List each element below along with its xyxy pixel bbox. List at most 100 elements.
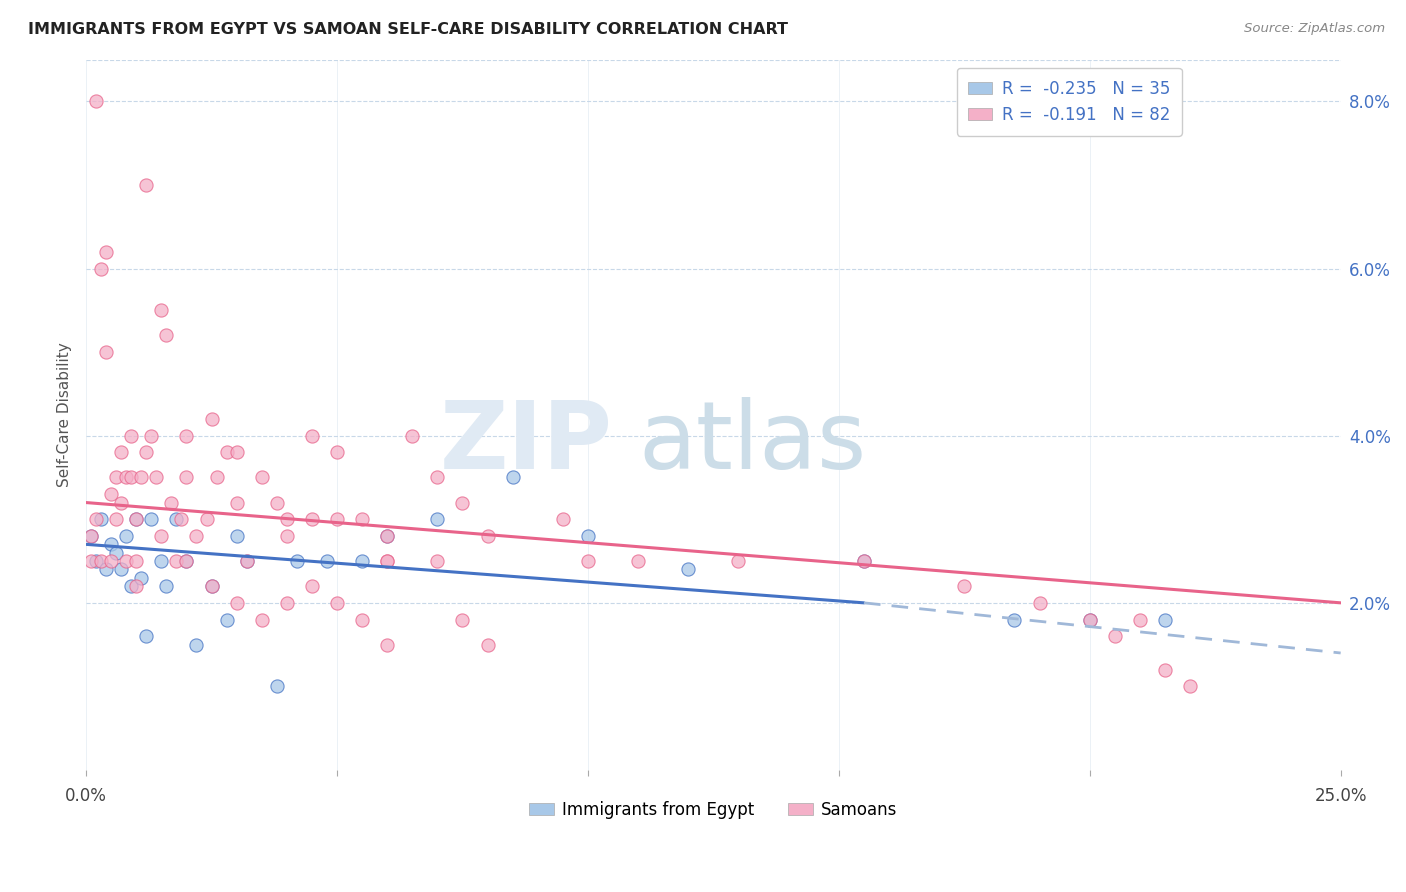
Point	[205, 470, 228, 484]
Point	[94, 244, 117, 259]
Point	[200, 412, 222, 426]
Point	[266, 680, 288, 694]
Point	[426, 470, 449, 484]
Point	[316, 554, 339, 568]
Point	[165, 554, 187, 568]
Point	[105, 512, 128, 526]
Point	[426, 554, 449, 568]
Point	[1154, 663, 1177, 677]
Point	[105, 470, 128, 484]
Point	[352, 613, 374, 627]
Point	[94, 562, 117, 576]
Point	[953, 579, 976, 593]
Point	[326, 596, 349, 610]
Text: ZIP: ZIP	[440, 397, 613, 489]
Point	[352, 554, 374, 568]
Point	[1078, 613, 1101, 627]
Point	[301, 428, 323, 442]
Point	[150, 303, 173, 318]
Point	[451, 613, 474, 627]
Point	[301, 512, 323, 526]
Point	[1004, 613, 1026, 627]
Point	[125, 579, 148, 593]
Point	[1078, 613, 1101, 627]
Point	[135, 445, 157, 459]
Point	[852, 554, 875, 568]
Point	[125, 554, 148, 568]
Point	[678, 562, 700, 576]
Point	[426, 512, 449, 526]
Point	[477, 638, 499, 652]
Point	[90, 261, 112, 276]
Point	[200, 579, 222, 593]
Point	[451, 495, 474, 509]
Point	[215, 613, 238, 627]
Point	[186, 638, 208, 652]
Point	[150, 529, 173, 543]
Point	[225, 529, 247, 543]
Point	[125, 512, 148, 526]
Point	[129, 571, 152, 585]
Point	[1028, 596, 1050, 610]
Point	[115, 529, 138, 543]
Point	[125, 512, 148, 526]
Point	[326, 512, 349, 526]
Point	[375, 554, 398, 568]
Point	[105, 546, 128, 560]
Point	[80, 554, 103, 568]
Point	[135, 629, 157, 643]
Point	[276, 596, 298, 610]
Point	[90, 554, 112, 568]
Point	[1129, 613, 1152, 627]
Point	[176, 470, 198, 484]
Point	[576, 554, 599, 568]
Point	[115, 554, 138, 568]
Point	[285, 554, 308, 568]
Point	[150, 554, 173, 568]
Point	[195, 512, 218, 526]
Text: atlas: atlas	[638, 397, 866, 489]
Point	[170, 512, 193, 526]
Point	[115, 470, 138, 484]
Point	[352, 512, 374, 526]
Point	[120, 428, 142, 442]
Point	[155, 579, 177, 593]
Point	[176, 428, 198, 442]
Point	[141, 512, 163, 526]
Point	[90, 512, 112, 526]
Point	[165, 512, 187, 526]
Point	[375, 529, 398, 543]
Point	[250, 470, 273, 484]
Point	[100, 554, 122, 568]
Point	[94, 345, 117, 359]
Point	[1104, 629, 1126, 643]
Text: IMMIGRANTS FROM EGYPT VS SAMOAN SELF-CARE DISABILITY CORRELATION CHART: IMMIGRANTS FROM EGYPT VS SAMOAN SELF-CAR…	[28, 22, 789, 37]
Point	[80, 529, 103, 543]
Point	[141, 428, 163, 442]
Point	[215, 445, 238, 459]
Point	[551, 512, 574, 526]
Point	[1154, 613, 1177, 627]
Point	[186, 529, 208, 543]
Point	[326, 445, 349, 459]
Point	[160, 495, 183, 509]
Point	[135, 178, 157, 192]
Point	[1178, 680, 1201, 694]
Point	[110, 495, 132, 509]
Point	[200, 579, 222, 593]
Point	[852, 554, 875, 568]
Point	[176, 554, 198, 568]
Point	[375, 554, 398, 568]
Point	[225, 495, 247, 509]
Point	[145, 470, 167, 484]
Point	[155, 328, 177, 343]
Point	[84, 512, 107, 526]
Point	[235, 554, 257, 568]
Point	[84, 95, 107, 109]
Point	[250, 613, 273, 627]
Point	[225, 445, 247, 459]
Point	[120, 470, 142, 484]
Text: Source: ZipAtlas.com: Source: ZipAtlas.com	[1244, 22, 1385, 36]
Point	[80, 529, 103, 543]
Point	[627, 554, 650, 568]
